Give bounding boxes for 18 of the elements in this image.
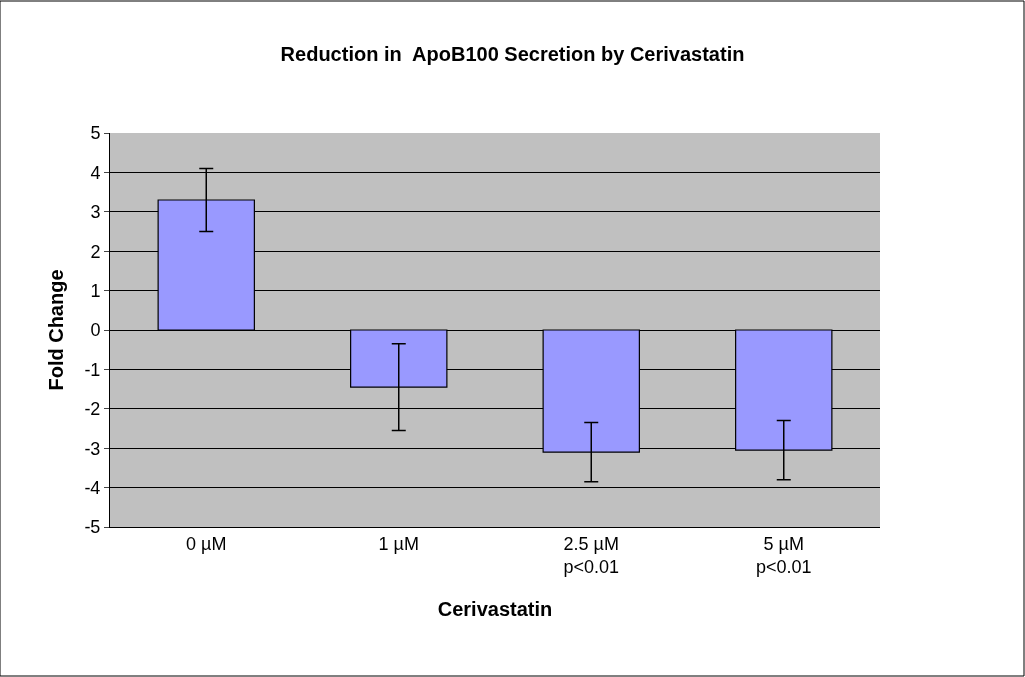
y-tick-label: 2 (90, 241, 101, 262)
y-tick-label: -5 (84, 517, 101, 538)
y-tick-label: -4 (84, 477, 101, 498)
x-tick-label: 5 µM p<0.01 (755, 533, 812, 577)
y-axis-title: Fold Change (44, 269, 67, 391)
y-tick-label: -2 (84, 399, 101, 420)
y-tick-label: -3 (84, 438, 101, 459)
y-tick-label: 1 (90, 280, 101, 301)
chart-title: Reduction in ApoB100 Secretion by Cerivastatin (280, 43, 745, 66)
y-tick-label: 4 (90, 162, 101, 183)
y-tick-label: 5 (90, 123, 101, 144)
x-tick-label: 0 µM (186, 533, 227, 554)
x-tick-label: 2.5 µM p<0.01 (563, 533, 620, 577)
x-axis-title: Cerivastatin (437, 597, 553, 620)
y-tick-label: -1 (84, 359, 101, 380)
y-tick-label: 0 (90, 320, 101, 341)
y-tick-label: 3 (90, 202, 101, 223)
x-tick-label: 1 µM (378, 533, 419, 554)
